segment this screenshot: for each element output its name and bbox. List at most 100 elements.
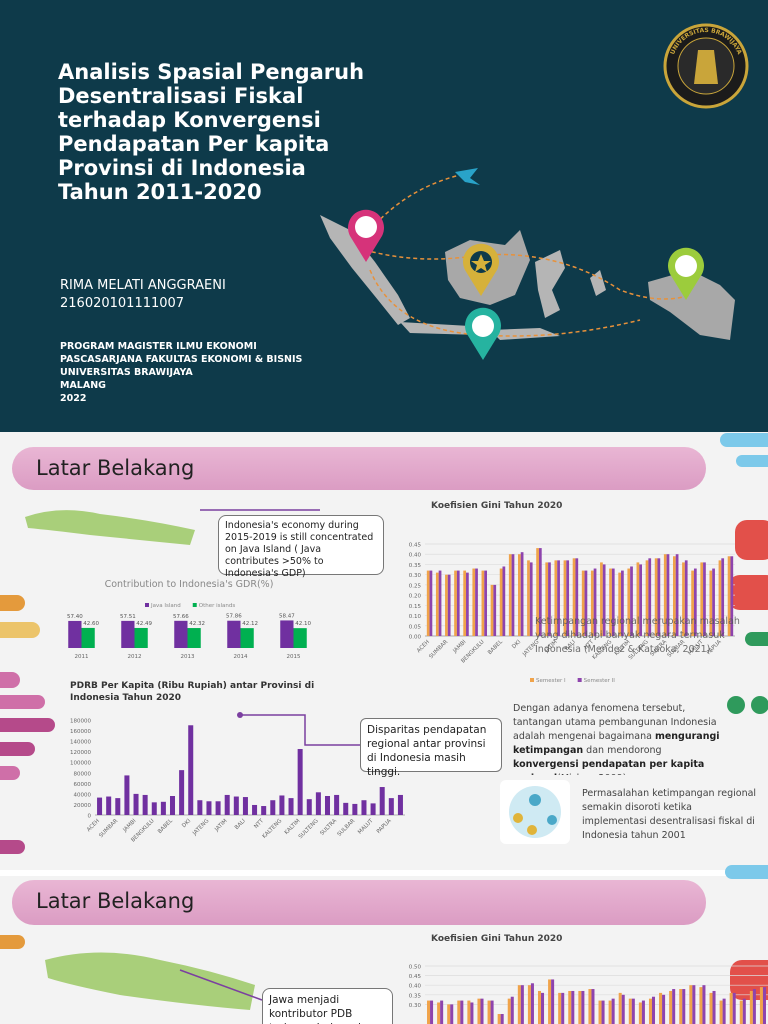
bar [430,1000,434,1024]
legend-label: Java Island [150,603,181,609]
text-run: Dengan adanya fenomena tersebut, tantang… [513,703,717,742]
pin [462,243,500,296]
institution: PROGRAM MAGISTER ILMU EKONOMI PASCASARJAN… [60,340,302,405]
bar [499,568,503,636]
bar [682,989,686,1024]
plane-icon [455,168,480,185]
bar [361,800,367,815]
bar [460,1000,464,1024]
bar [530,983,534,1024]
logo [663,23,749,109]
bar [699,987,703,1024]
bar [270,800,276,815]
chart-title: Contribution to Indonesia's GDR(%) [105,579,274,590]
bar [133,793,139,815]
bar [675,554,679,636]
bar [601,1000,605,1024]
bar [472,568,476,636]
student-id: 216020101111007 [60,296,185,311]
y-tick-label: 40000 [74,792,92,798]
bar [142,794,148,815]
bar [427,1000,431,1024]
bar [721,558,725,636]
y-tick-label: 0.35 [409,993,422,999]
bar [588,989,592,1024]
bar [584,570,588,636]
bar [188,725,194,815]
bar [490,584,494,636]
value-label: 42.12 [242,621,258,627]
x-tick-label: BALI [234,818,247,831]
bar [466,572,469,636]
bar [730,556,734,636]
bar [242,797,248,815]
y-tick-label: 100000 [70,761,91,767]
bar [447,574,451,636]
legend-swatch [577,678,582,682]
x-tick-label: ACEH [86,818,101,833]
bar [663,554,667,636]
bar [293,628,307,648]
text-run: mengurangi ketimpangan [513,731,720,756]
bar [169,796,176,815]
bar [739,1000,743,1024]
bar [121,620,135,648]
bar [709,570,713,636]
bar [672,989,676,1024]
title-line: Provinsi di Indonesia [58,156,306,180]
route [361,174,461,241]
bar [493,584,497,636]
bar [490,1000,494,1024]
text-run: dan mendorong [583,745,662,756]
bar [608,1000,612,1024]
bar [517,985,521,1024]
value-label: 57.51 [120,614,136,620]
bar [727,556,731,636]
x-tick-label: KALTENG [262,818,284,840]
y-tick-label: 0.45 [409,543,422,549]
bar [561,992,565,1024]
x-tick-label: ACEH [416,639,431,654]
bar [639,564,642,636]
x-tick-label: 2011 [75,654,89,660]
bar [554,560,558,636]
bar [684,560,688,636]
bar [563,560,567,636]
bar [572,558,576,636]
bar [651,996,656,1024]
bar [279,795,285,815]
x-tick-label: DKI [181,818,192,829]
bar [538,548,542,636]
callout: Jawa menjadi kontributor PDB terbesar In… [262,988,393,1024]
bar [124,775,130,815]
title-line: Pendapatan Per kapita [58,132,330,156]
bar [475,568,478,636]
y-tick-label: 180000 [70,719,91,725]
route [364,249,691,300]
bar [484,570,487,636]
bar [541,992,545,1024]
bar [206,801,212,815]
bar [115,798,121,815]
x-tick-label: SUMBAR [428,639,449,660]
y-tick-label: 80000 [74,771,92,777]
y-tick-label: 160000 [70,729,91,735]
y-tick-label: 0.00 [409,635,422,641]
network-icon [500,780,570,844]
bar [187,628,201,648]
y-tick-label: 0.30 [409,573,422,579]
bar [718,560,722,636]
bar [261,806,267,815]
value-label: 57.40 [67,614,83,620]
bar [732,992,736,1024]
x-tick-label: DKI [511,639,522,650]
value-label: 42.49 [136,621,152,627]
connector [240,714,360,746]
chart-title: PDRB Per Kapita (Ribu Rupiah) antar Prov… [70,681,315,703]
bar [197,800,203,815]
institution-line: PROGRAM MAGISTER ILMU EKONOMI [60,341,257,352]
bar [709,992,713,1024]
bar [666,554,670,636]
bar [759,987,763,1024]
